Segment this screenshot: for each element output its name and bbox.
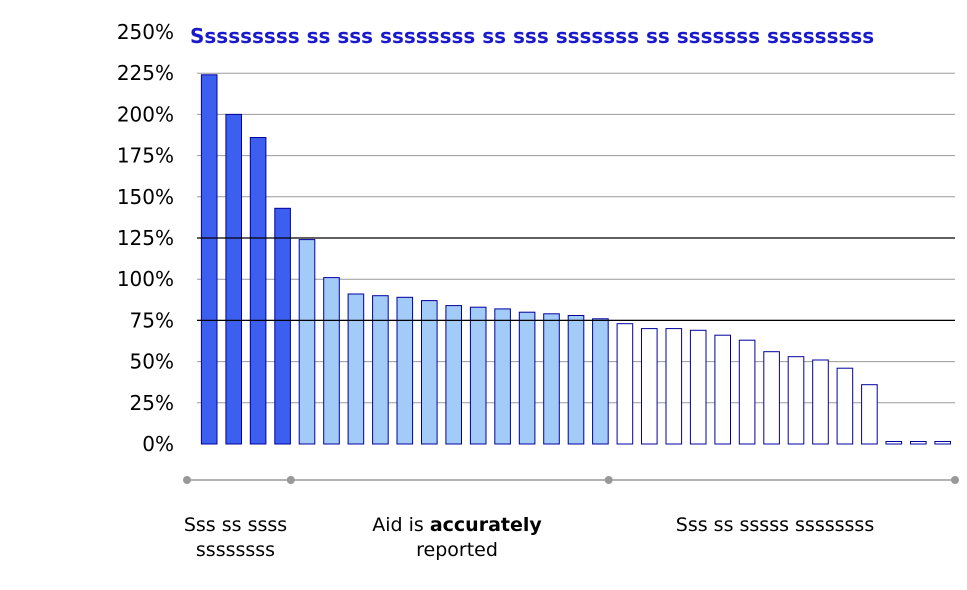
bar-accurate <box>347 293 365 445</box>
y-tick-label: 75% <box>130 308 174 332</box>
bar-under <box>641 328 658 445</box>
bar-over <box>225 113 242 445</box>
bar-under <box>689 329 707 445</box>
y-axis-ticks: 0% 25% 50% 75% 100% 125% 150% 175% 200% 225% 250% <box>117 20 174 456</box>
caption-accurate-line1: Aid is accurately <box>352 513 562 538</box>
bar-under <box>787 356 805 445</box>
group-boundary-dot <box>183 476 191 484</box>
bar-accurate <box>543 313 560 445</box>
y-tick-label: 25% <box>130 391 174 415</box>
group-marker-axis <box>183 476 959 484</box>
chart-title: Sssssssss ss sss ssssssss ss sss sssssss… <box>190 24 874 48</box>
caption-under-line1: Sss ss sssss ssssssss <box>675 514 875 536</box>
bar-accurate <box>518 311 536 445</box>
reference-lines <box>197 237 955 322</box>
bar-under <box>738 339 756 445</box>
y-tick-label: 125% <box>117 226 174 250</box>
group-boundary-dot <box>286 476 295 484</box>
bar-accurate <box>372 295 389 445</box>
caption-over-line2: ssssssss <box>195 539 276 561</box>
bar-accurate <box>445 305 462 445</box>
bars <box>200 74 952 445</box>
bar-accurate <box>298 239 316 445</box>
group-boundary-dot <box>604 476 613 484</box>
bar-accurate <box>421 300 438 445</box>
bar-accurate <box>396 296 414 445</box>
caption-accurate-line2: reported <box>416 539 498 561</box>
y-tick-label: 225% <box>117 61 174 85</box>
bar-under <box>910 441 927 445</box>
y-tick-label: 200% <box>117 102 174 126</box>
bar-under <box>763 351 780 445</box>
y-tick-label: 175% <box>117 144 174 168</box>
caption-over-reported: Sss ss ssss ssssssss <box>168 513 303 563</box>
bar-under <box>885 441 903 445</box>
bar-under <box>861 384 878 445</box>
bar-under <box>714 334 732 445</box>
bar-under <box>812 359 829 445</box>
bar-under <box>616 323 634 445</box>
bar-accurate <box>592 318 609 445</box>
bar-over <box>249 137 267 445</box>
y-tick-label: 250% <box>117 20 174 44</box>
caption-under-reported: Sss ss sssss ssssssss <box>660 513 890 538</box>
caption-accurate-bold: accurately <box>429 514 542 536</box>
caption-over-line1: Sss ss ssss <box>183 514 288 536</box>
bar-accurate <box>567 315 585 445</box>
bar-accurate <box>469 306 487 445</box>
bar-under <box>665 328 683 445</box>
bar-accurate <box>323 277 340 445</box>
bar-over <box>200 74 218 445</box>
bar-under <box>836 367 854 445</box>
y-tick-label: 150% <box>117 185 174 209</box>
y-tick-label: 50% <box>130 350 174 374</box>
y-tick-label: 100% <box>117 267 174 291</box>
bar-under <box>934 441 952 445</box>
caption-accurate: Aid is accurately reported <box>352 513 562 563</box>
group-boundary-dot <box>951 476 959 484</box>
y-tick-label: 0% <box>142 432 174 456</box>
bar-over <box>274 207 291 445</box>
caption-accurate-pre: Aid is <box>372 514 430 536</box>
bar-accurate <box>494 308 511 445</box>
